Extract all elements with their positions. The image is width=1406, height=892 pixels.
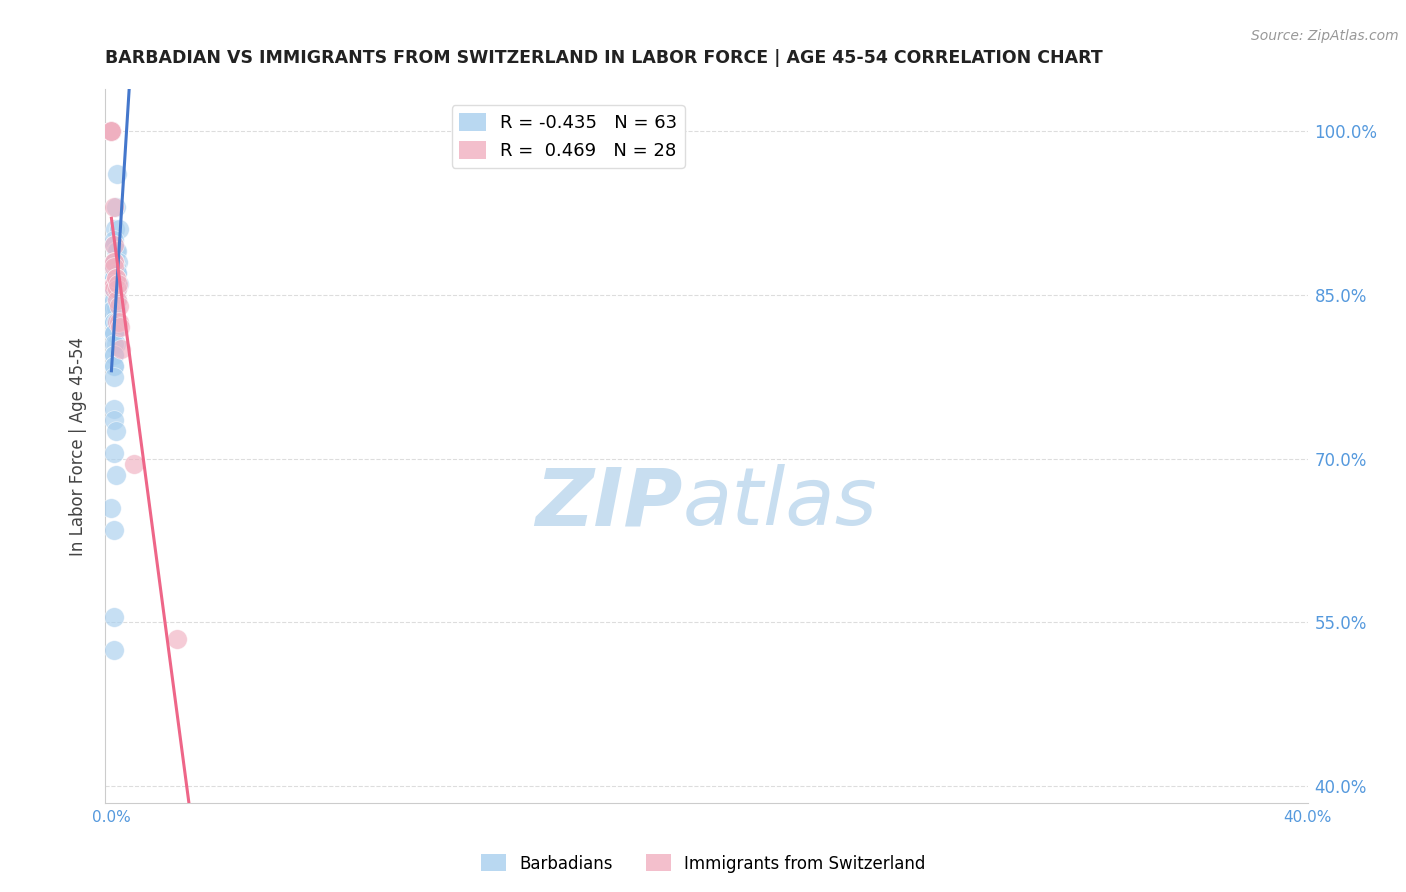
Point: [103, 315, 125, 329]
Point: [103, 271, 125, 285]
Point: [103, 282, 125, 296]
Point: [103, 610, 125, 624]
Point: [103, 359, 125, 373]
Point: [166, 632, 188, 646]
Point: [103, 326, 125, 340]
Point: [103, 348, 125, 362]
Point: [103, 260, 125, 275]
Point: [105, 244, 128, 258]
Point: [105, 168, 128, 182]
Point: [103, 402, 125, 417]
Point: [100, 124, 122, 138]
Point: [100, 124, 122, 138]
Point: [104, 260, 127, 275]
Point: [104, 336, 127, 351]
Point: [103, 271, 125, 285]
Point: [104, 282, 127, 296]
Point: [108, 222, 131, 236]
Point: [105, 467, 128, 482]
Point: [104, 200, 127, 214]
Point: [103, 233, 125, 247]
Point: [103, 255, 125, 269]
Point: [108, 315, 131, 329]
Point: [100, 124, 122, 138]
Text: BARBADIAN VS IMMIGRANTS FROM SWITZERLAND IN LABOR FORCE | AGE 45-54 CORRELATION : BARBADIAN VS IMMIGRANTS FROM SWITZERLAND…: [105, 49, 1104, 67]
Point: [100, 124, 122, 138]
Point: [105, 277, 128, 291]
Legend: R = -0.435   N = 63, R =  0.469   N = 28: R = -0.435 N = 63, R = 0.469 N = 28: [451, 105, 685, 168]
Point: [103, 359, 125, 373]
Point: [104, 424, 127, 438]
Point: [103, 446, 125, 460]
Point: [103, 348, 125, 362]
Point: [103, 301, 125, 315]
Point: [103, 293, 125, 307]
Point: [100, 500, 122, 515]
Point: [103, 369, 125, 384]
Point: [103, 271, 125, 285]
Point: [107, 255, 129, 269]
Point: [100, 124, 122, 138]
Point: [105, 266, 128, 280]
Legend: Barbadians, Immigrants from Switzerland: Barbadians, Immigrants from Switzerland: [474, 847, 932, 880]
Point: [103, 282, 125, 296]
Point: [100, 124, 122, 138]
Point: [105, 271, 128, 285]
Point: [110, 320, 132, 334]
Point: [100, 124, 122, 138]
Point: [122, 457, 145, 471]
Point: [103, 315, 125, 329]
Point: [103, 326, 125, 340]
Point: [105, 301, 128, 315]
Point: [103, 255, 125, 269]
Point: [105, 282, 128, 296]
Point: [107, 266, 129, 280]
Text: Source: ZipAtlas.com: Source: ZipAtlas.com: [1251, 29, 1399, 43]
Point: [105, 293, 128, 307]
Point: [104, 222, 127, 236]
Point: [103, 277, 125, 291]
Point: [103, 277, 125, 291]
Point: [107, 277, 129, 291]
Point: [103, 642, 125, 657]
Point: [107, 277, 129, 291]
Point: [103, 277, 125, 291]
Point: [103, 315, 125, 329]
Point: [104, 255, 127, 269]
Point: [103, 255, 125, 269]
Point: [100, 304, 122, 318]
Point: [103, 282, 125, 296]
Point: [110, 343, 132, 357]
Point: [105, 277, 128, 291]
Point: [105, 293, 128, 307]
Point: [103, 277, 125, 291]
Point: [103, 326, 125, 340]
Text: ZIP: ZIP: [536, 464, 682, 542]
Point: [107, 244, 129, 258]
Point: [105, 282, 128, 296]
Point: [103, 255, 125, 269]
Point: [105, 315, 128, 329]
Y-axis label: In Labor Force | Age 45-54: In Labor Force | Age 45-54: [69, 336, 87, 556]
Text: atlas: atlas: [682, 464, 877, 542]
Point: [103, 413, 125, 427]
Point: [103, 336, 125, 351]
Point: [103, 282, 125, 296]
Point: [103, 271, 125, 285]
Point: [103, 277, 125, 291]
Point: [103, 282, 125, 296]
Point: [103, 200, 125, 214]
Point: [103, 523, 125, 537]
Point: [103, 282, 125, 296]
Point: [103, 293, 125, 307]
Point: [103, 238, 125, 252]
Point: [105, 315, 128, 329]
Point: [103, 238, 125, 252]
Point: [100, 124, 122, 138]
Point: [107, 299, 129, 313]
Point: [103, 260, 125, 275]
Point: [105, 271, 128, 285]
Point: [105, 293, 128, 307]
